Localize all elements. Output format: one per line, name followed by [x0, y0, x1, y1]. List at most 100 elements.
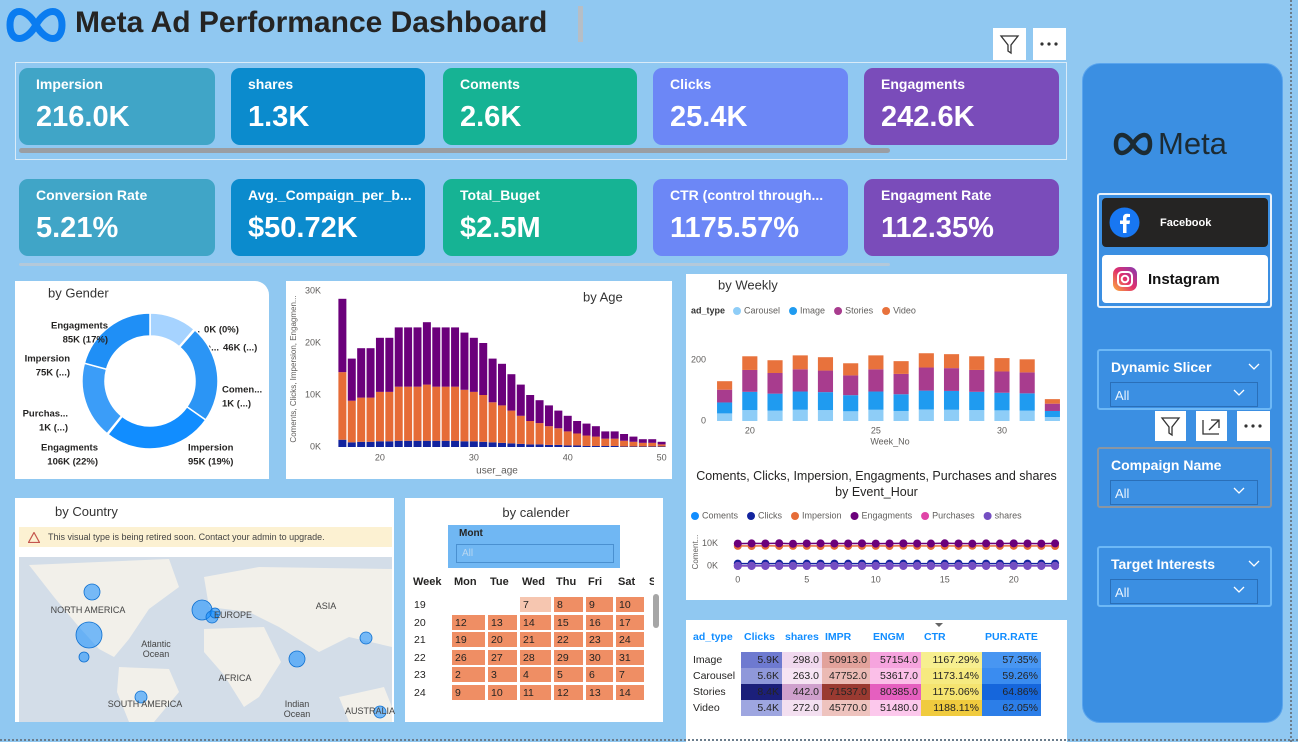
bar-segment [441, 386, 450, 441]
dot [1040, 42, 1044, 46]
bar-segment [1044, 417, 1060, 421]
kpi-card: Impersion 216.0K [19, 68, 215, 145]
bar-segment [742, 356, 758, 370]
kpi-value: 5.21% [36, 212, 119, 244]
filter-icon [999, 35, 1020, 55]
calendar-cell: 20 [410, 613, 450, 631]
calendar-cell: 12 [451, 613, 486, 631]
facebook-button[interactable]: Facebook [1102, 198, 1268, 247]
bar-segment [601, 431, 610, 439]
bubble [75, 621, 103, 649]
bar-segment [792, 391, 808, 410]
slice-label: Engagments [51, 321, 108, 332]
page-border [1290, 0, 1292, 742]
kpi-label: shares [248, 76, 294, 92]
sidebar [1082, 63, 1283, 723]
bar-segment [817, 370, 834, 393]
scrollbar [19, 263, 890, 266]
marker [1037, 561, 1046, 570]
bar-segment [1044, 399, 1060, 404]
bar-segment [868, 355, 884, 370]
bar-segment [1019, 410, 1035, 421]
table-cell: 51480.0 [870, 700, 921, 716]
bar-segment [767, 360, 783, 373]
bar-segment [629, 436, 638, 442]
y-tick-label: 0K [707, 560, 718, 570]
y-axis-title: Coments, Clicks, Impersion, Engagmen... [289, 295, 298, 442]
bar-segment [868, 409, 884, 421]
bar-segment [460, 389, 469, 442]
age-chart: by Age user_age Coments, Clicks, Impersi… [289, 285, 667, 476]
calendar-cell: 22 [410, 648, 450, 666]
chevron [1233, 389, 1245, 396]
dot [1047, 42, 1051, 46]
land [117, 667, 179, 722]
focus-button[interactable] [1196, 411, 1227, 441]
filter-button[interactable] [1155, 411, 1186, 441]
kpi-card: Clicks 25.4K [653, 68, 848, 145]
bar-segment [366, 441, 375, 447]
marker [733, 539, 742, 548]
slicer-dropdown[interactable]: All [1110, 382, 1258, 407]
bar-segment [943, 390, 960, 410]
legend-swatch [789, 307, 798, 315]
slicer-dropdown[interactable]: All [1110, 579, 1258, 604]
focus-icon [1202, 419, 1220, 435]
column-header: Sat [618, 576, 636, 588]
bar-segment [969, 369, 985, 392]
sort-indicator [935, 623, 943, 627]
map [19, 557, 392, 722]
bubble [209, 607, 221, 619]
column-header: PUR.RATE [985, 631, 1038, 643]
bar-segment [404, 440, 413, 447]
calendar-title: by calender [502, 505, 570, 520]
dot [1054, 42, 1058, 46]
bar-segment [591, 445, 600, 447]
bar-segment [404, 386, 413, 441]
map-label: NORTH AMERICA [50, 605, 126, 615]
legend-swatch [983, 512, 992, 520]
filter-button[interactable] [993, 28, 1026, 60]
bar-segment [717, 402, 733, 414]
slice-value: 1K (...) [222, 399, 251, 410]
marker [761, 561, 770, 570]
chart-title: by Gender [48, 285, 109, 300]
legend-swatch [791, 512, 800, 520]
marker [913, 561, 922, 570]
marker [982, 561, 991, 570]
x-tick-label: 30 [469, 452, 479, 462]
bar-segment [717, 381, 733, 390]
legend-label: Engagments [862, 510, 913, 520]
marker [926, 561, 935, 570]
slicer-dropdown[interactable]: All [1110, 480, 1258, 505]
calendar-cell: 28 [519, 648, 552, 666]
legend-swatch [834, 307, 843, 315]
bar-segment [1019, 393, 1035, 411]
bar-segment [507, 443, 516, 447]
marker [830, 561, 839, 570]
bar-segment [394, 386, 403, 441]
x-tick-label: 20 [375, 452, 385, 462]
bar-segment [843, 363, 859, 376]
calendar-cell: 15 [553, 613, 584, 631]
kpi-value: 216.0K [36, 101, 130, 133]
bar-segment [969, 391, 985, 411]
bar-segment [498, 363, 506, 406]
bar-segment [648, 439, 657, 443]
slicer-dropdown[interactable]: All [456, 544, 614, 563]
column-header: CTR [924, 631, 946, 643]
page-border [0, 739, 1298, 741]
bar-segment [943, 368, 960, 391]
instagram-button[interactable]: Instagram [1102, 255, 1268, 303]
bar-segment [792, 409, 808, 421]
table-panel: ad_type Clicks shares IMPR ENGM CTR PUR.RATE Im… [686, 620, 1067, 742]
bar-segment [742, 391, 758, 411]
bar-segment [413, 386, 422, 441]
bar-segment [994, 392, 1010, 411]
dot [1244, 424, 1248, 428]
bar-segment [817, 410, 834, 421]
calendar-cell: 21 [410, 631, 450, 648]
bar-segment [601, 438, 610, 446]
bar-segment [554, 410, 563, 429]
bar-segment [554, 444, 563, 447]
